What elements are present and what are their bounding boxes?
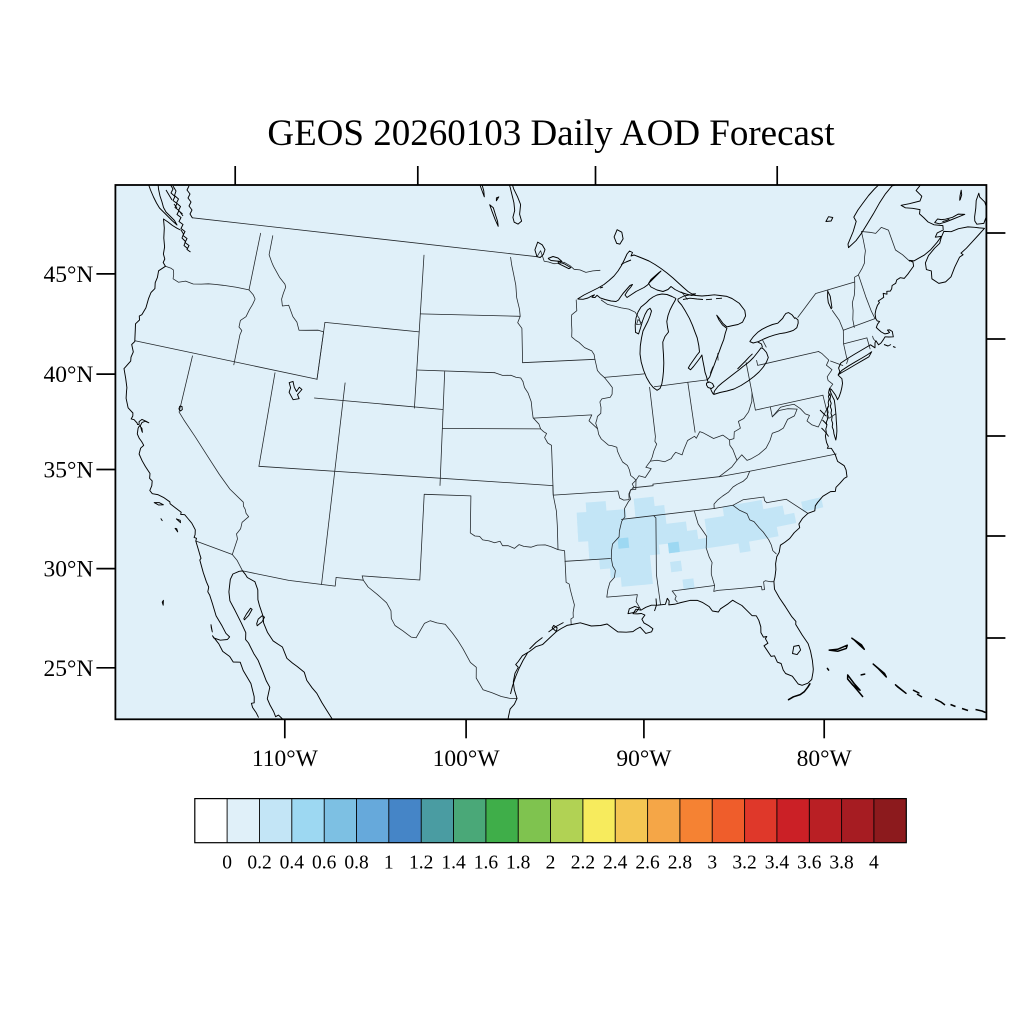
svg-text:25°N: 25°N (44, 656, 94, 682)
svg-text:80°W: 80°W (797, 746, 853, 772)
svg-text:35°N: 35°N (44, 458, 94, 484)
svg-text:2.2: 2.2 (571, 853, 595, 874)
svg-text:0.8: 0.8 (344, 853, 368, 874)
svg-text:3.8: 3.8 (829, 853, 853, 874)
svg-text:3.6: 3.6 (797, 853, 822, 874)
svg-text:3.2: 3.2 (732, 853, 756, 874)
svg-text:30°N: 30°N (44, 557, 94, 583)
svg-text:2.4: 2.4 (603, 853, 628, 874)
svg-text:40°N: 40°N (44, 362, 94, 388)
svg-text:1.6: 1.6 (474, 853, 499, 874)
svg-text:0: 0 (222, 853, 232, 874)
svg-text:2: 2 (546, 853, 556, 874)
svg-text:0.6: 0.6 (312, 853, 337, 874)
svg-text:0.4: 0.4 (280, 853, 305, 874)
svg-text:100°W: 100°W (433, 746, 501, 772)
svg-text:110°W: 110°W (252, 746, 319, 772)
svg-text:3: 3 (707, 853, 717, 874)
svg-text:45°N: 45°N (44, 262, 94, 288)
svg-text:0.2: 0.2 (247, 853, 271, 874)
svg-text:2.8: 2.8 (668, 853, 692, 874)
svg-text:3.4: 3.4 (765, 853, 790, 874)
svg-text:GEOS 20260103 Daily AOD Foreca: GEOS 20260103 Daily AOD Forecast (267, 113, 835, 154)
svg-text:1: 1 (384, 853, 394, 874)
svg-text:1.2: 1.2 (409, 853, 433, 874)
svg-text:4: 4 (869, 853, 879, 874)
svg-text:1.8: 1.8 (506, 853, 530, 874)
svg-text:90°W: 90°W (616, 746, 672, 772)
svg-text:1.4: 1.4 (441, 853, 466, 874)
svg-text:2.6: 2.6 (635, 853, 660, 874)
